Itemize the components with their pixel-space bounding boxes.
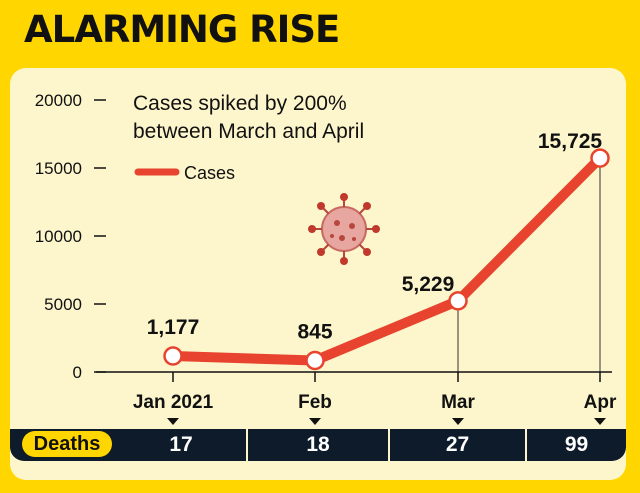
data-label: 845 — [297, 321, 332, 344]
legend-label: Cases — [184, 163, 235, 183]
data-point — [448, 291, 468, 311]
data-label: 1,177 — [147, 316, 200, 339]
data-point — [590, 148, 610, 168]
y-tick-label: 5000 — [44, 295, 82, 314]
chart-title-line-2: between March and April — [133, 120, 364, 143]
deaths-bar: Deaths 17 18 27 99 — [10, 429, 626, 461]
y-tick-label: 10000 — [35, 227, 82, 246]
deaths-divider — [525, 429, 527, 461]
chart-panel — [10, 68, 626, 480]
x-pointer-triangle — [452, 418, 464, 425]
cases-series — [163, 148, 610, 371]
deaths-value-jan: 17 — [169, 433, 193, 456]
deaths-value-apr: 99 — [564, 433, 589, 456]
y-tick-label: 15000 — [35, 159, 82, 178]
x-tick-label: Jan 2021 — [133, 392, 214, 413]
y-tick-label: 0 — [73, 363, 82, 382]
x-tick-label: Feb — [298, 392, 332, 413]
y-axis: 0 5000 10000 15000 20000 — [35, 91, 106, 382]
x-pointer-triangle — [167, 418, 179, 425]
x-pointer-triangle — [594, 418, 606, 425]
deaths-label: Deaths — [22, 431, 112, 457]
x-pointer-triangle — [309, 418, 321, 425]
deaths-divider — [246, 429, 248, 461]
x-tick-label: Apr — [584, 392, 617, 413]
x-axis: Jan 2021 Feb Mar Apr — [96, 371, 617, 425]
headline: ALARMING RISE — [24, 8, 340, 51]
deaths-value-feb: 18 — [306, 433, 330, 456]
series-line — [168, 153, 605, 366]
drop-lines — [457, 158, 601, 372]
data-point — [305, 350, 325, 371]
deaths-value-mar: 27 — [445, 433, 470, 456]
chart-title-line-1: Cases spiked by 200% — [133, 92, 347, 115]
y-tick-label: 20000 — [35, 91, 82, 110]
data-point — [163, 346, 183, 366]
x-tick-label: Mar — [441, 392, 475, 413]
data-labels: 1,177 845 5,229 15,725 — [147, 130, 603, 343]
virus-icon — [308, 193, 380, 265]
data-label: 5,229 — [402, 273, 455, 296]
data-label: 15,725 — [538, 130, 603, 153]
deaths-divider — [388, 429, 390, 461]
